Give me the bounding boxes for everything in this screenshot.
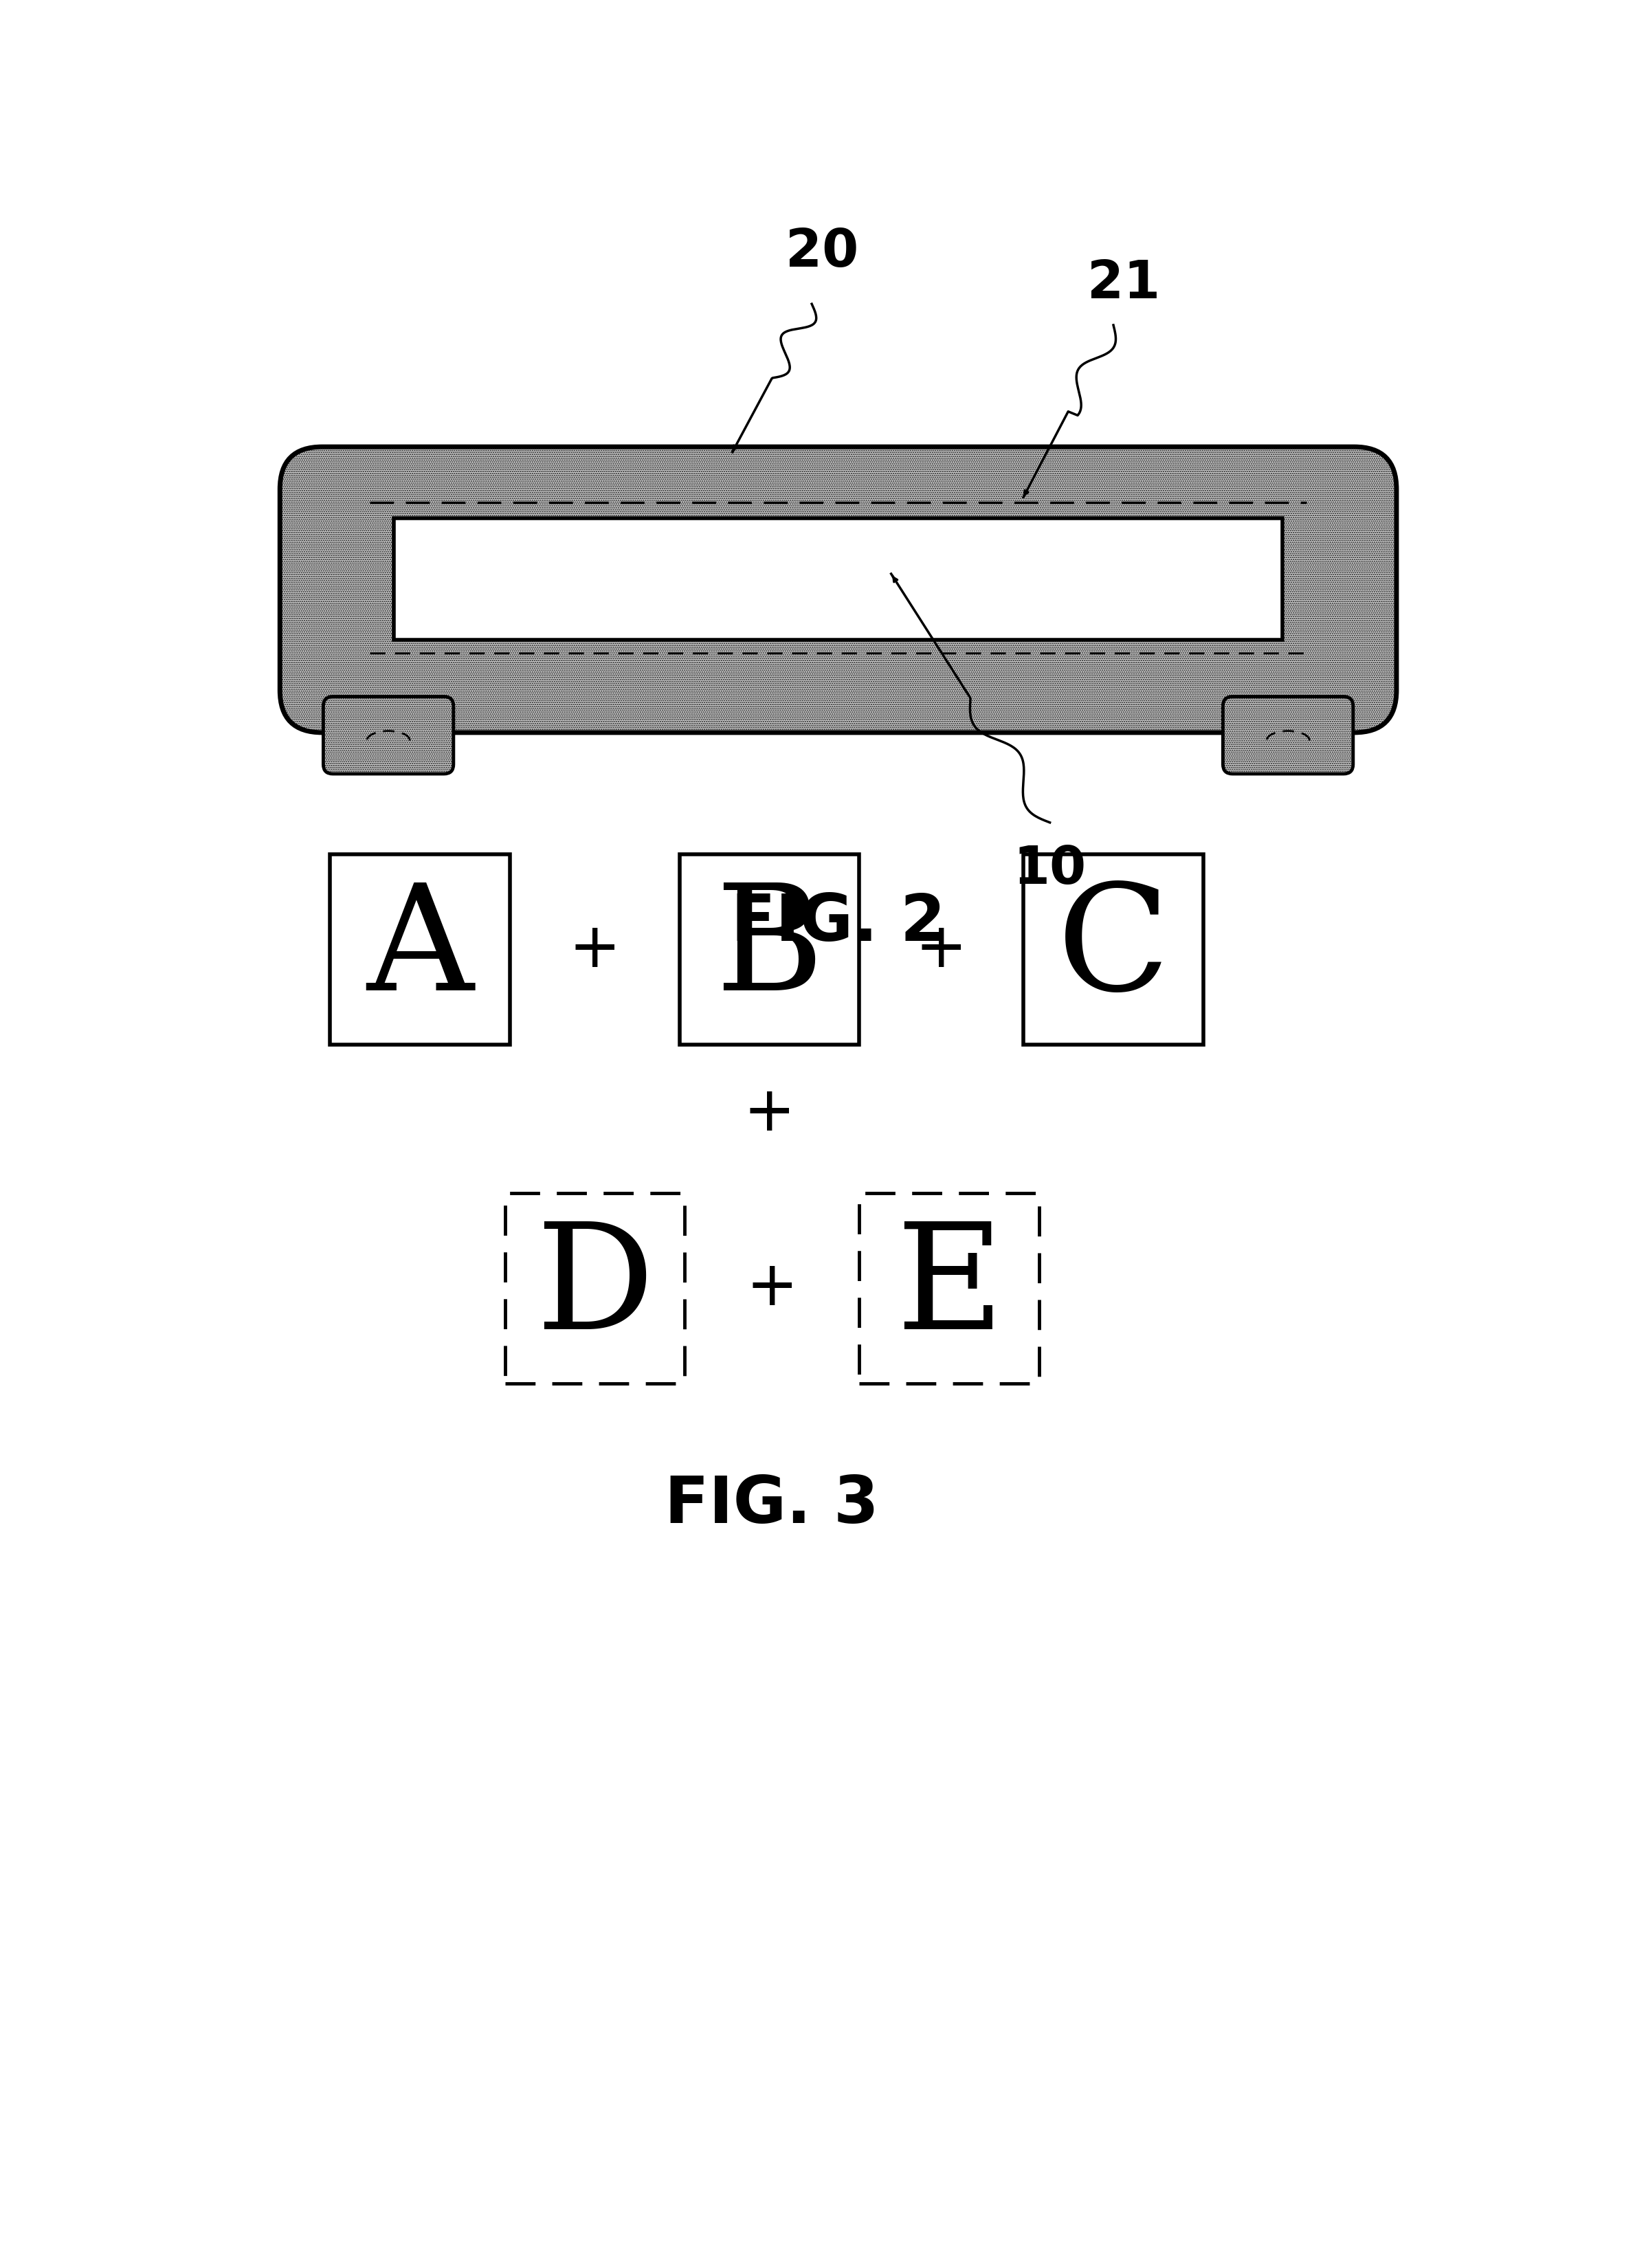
Text: 20: 20 bbox=[786, 227, 858, 277]
Text: +: + bbox=[744, 1084, 795, 1143]
Text: E: E bbox=[896, 1216, 1004, 1361]
Text: D: D bbox=[536, 1216, 654, 1361]
Text: +: + bbox=[746, 1259, 798, 1318]
Bar bbox=[680, 855, 860, 1046]
Bar bbox=[505, 1193, 685, 1383]
FancyBboxPatch shape bbox=[1223, 696, 1354, 773]
FancyBboxPatch shape bbox=[280, 447, 1396, 733]
Text: B: B bbox=[714, 878, 824, 1021]
Bar bbox=[1024, 855, 1203, 1046]
FancyBboxPatch shape bbox=[324, 696, 453, 773]
Bar bbox=[330, 855, 510, 1046]
Text: +: + bbox=[916, 919, 968, 980]
Text: A: A bbox=[366, 878, 474, 1021]
Text: +: + bbox=[569, 919, 621, 980]
Text: 10: 10 bbox=[1014, 844, 1086, 894]
Bar bbox=[394, 519, 1283, 640]
Bar bbox=[860, 1193, 1040, 1383]
Text: FIG. 3: FIG. 3 bbox=[665, 1474, 880, 1538]
Text: C: C bbox=[1056, 878, 1171, 1021]
Text: FIG. 2: FIG. 2 bbox=[731, 891, 945, 955]
Text: 21: 21 bbox=[1087, 259, 1161, 308]
